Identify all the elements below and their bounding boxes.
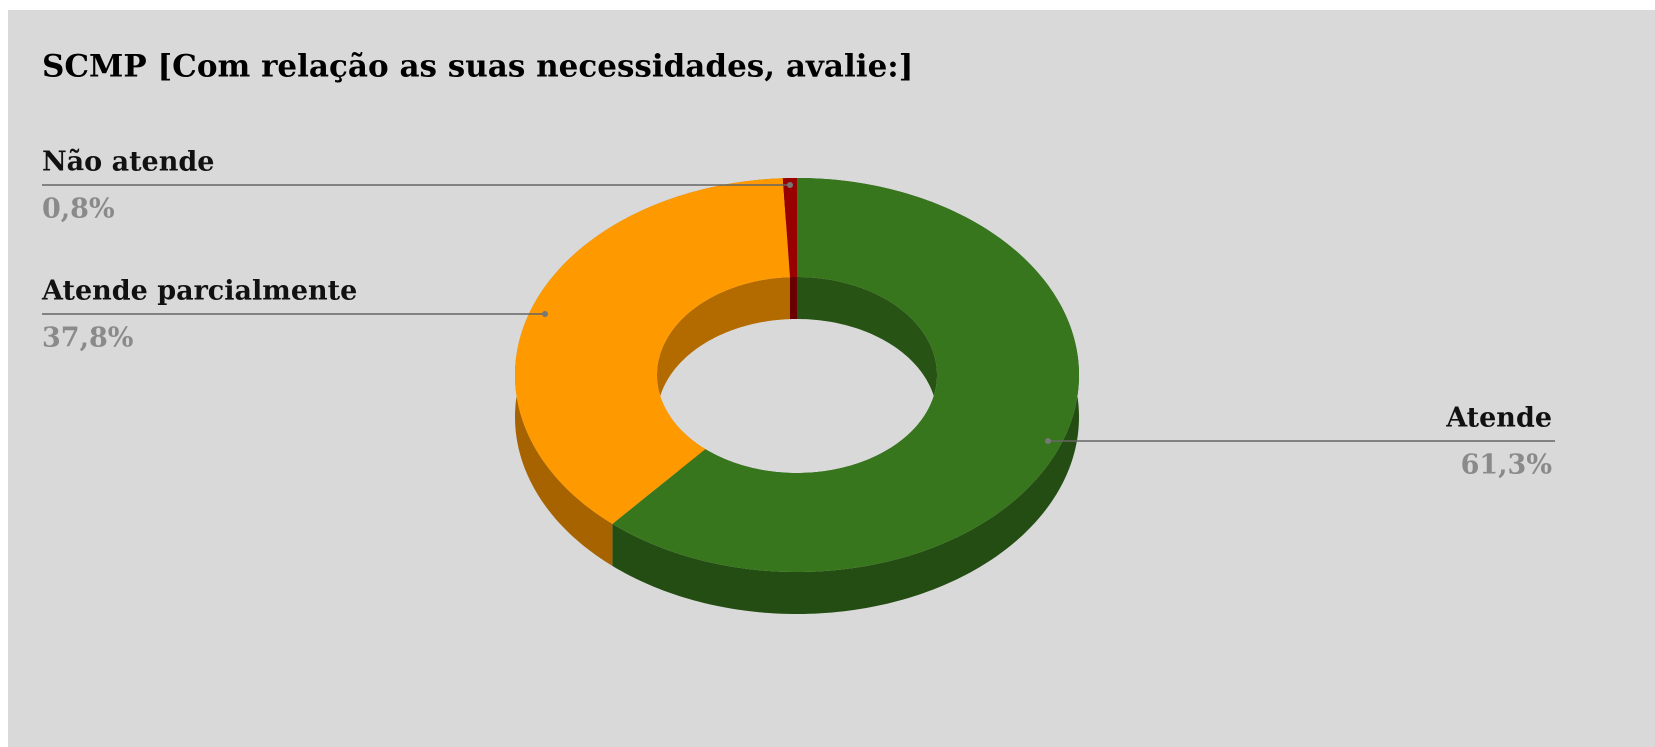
slice-value-label: 61,3% [1461, 450, 1552, 481]
slice-inner-wall [657, 277, 790, 492]
slice-label: Atende [1445, 403, 1552, 434]
slice-value-label: 37,8% [42, 323, 133, 354]
chart-background [8, 10, 1655, 747]
slice-inner-wall [789, 277, 797, 320]
slice [782, 178, 797, 278]
leader-dot [542, 311, 548, 317]
slice-label: Não atende [42, 147, 214, 178]
slice-outer-wall [612, 178, 1079, 614]
slice [515, 178, 790, 524]
slice-value-label: 0,8% [42, 194, 115, 225]
slice-label: Atende parcialmente [41, 276, 357, 307]
slice [612, 178, 1079, 572]
leader-dot [1045, 438, 1051, 444]
chart-title: SCMP [Com relação as suas necessidades, … [42, 49, 913, 85]
leader-dot [787, 182, 793, 188]
